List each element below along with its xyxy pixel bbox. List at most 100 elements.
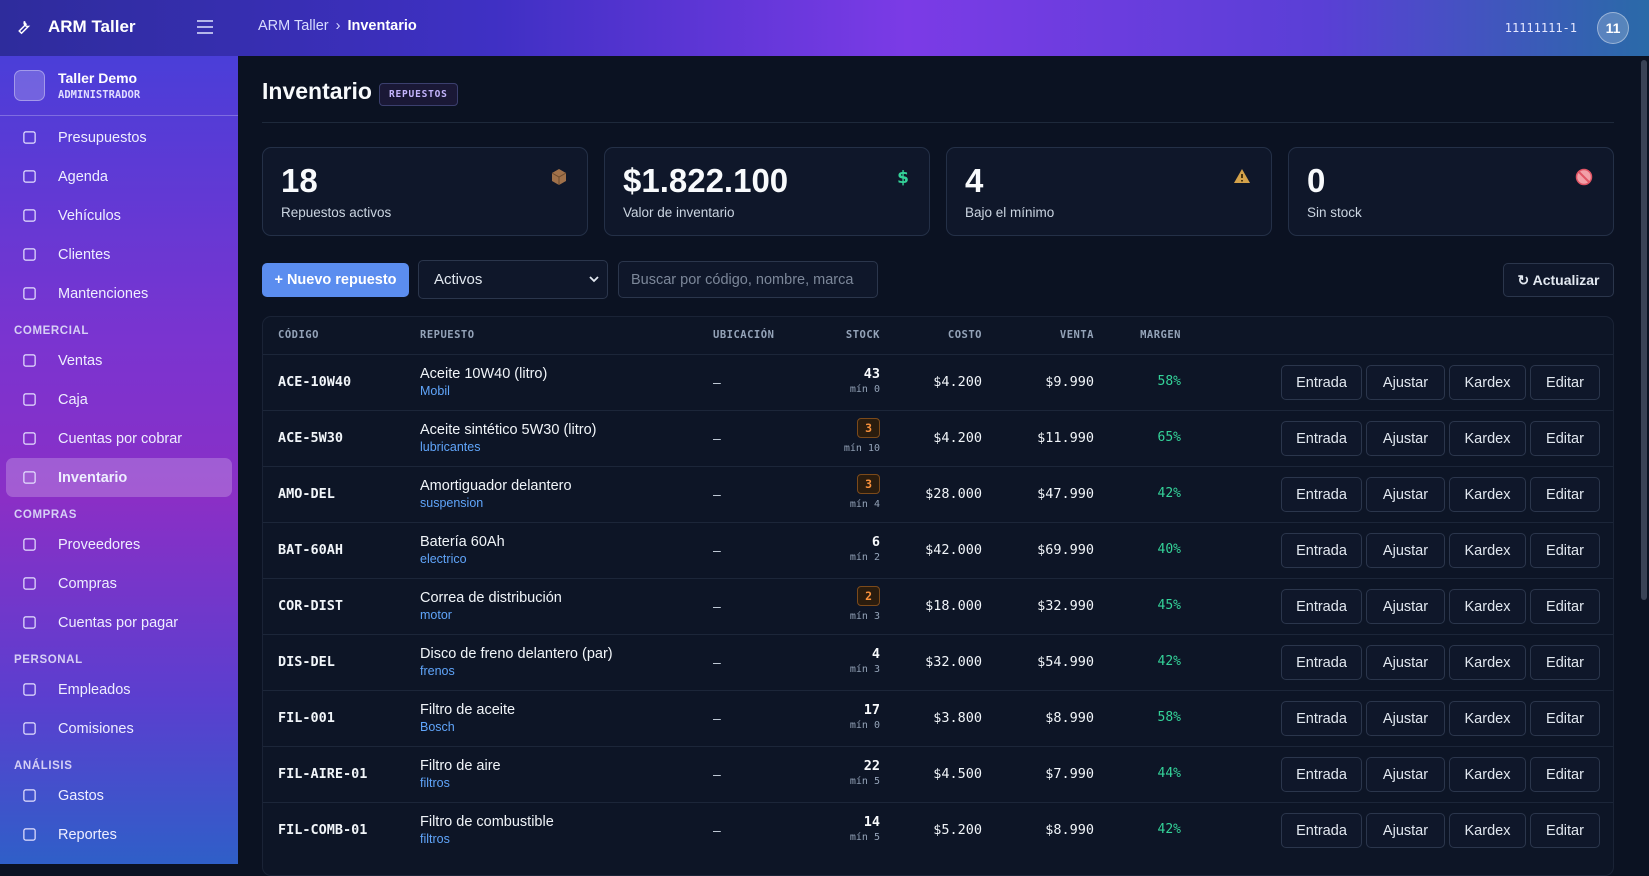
action-button[interactable]: Editar xyxy=(1530,701,1600,736)
action-button[interactable]: Editar xyxy=(1530,645,1600,680)
cost: $5.200 xyxy=(933,822,982,838)
menu-item[interactable]: Mantenciones xyxy=(6,274,232,313)
breadcrumb-link[interactable]: ARM Taller xyxy=(258,18,329,34)
part-code: FIL-001 xyxy=(278,710,335,726)
action-button[interactable]: Kardex xyxy=(1449,365,1526,400)
part-location: – xyxy=(713,542,721,558)
action-button[interactable]: Entrada xyxy=(1281,813,1362,848)
action-button[interactable]: Ajustar xyxy=(1366,365,1445,400)
action-button[interactable]: Entrada xyxy=(1281,701,1362,736)
margin: 58% xyxy=(1157,374,1181,389)
action-button[interactable]: Kardex xyxy=(1449,477,1526,512)
action-button[interactable]: Kardex xyxy=(1449,533,1526,568)
action-button[interactable]: Kardex xyxy=(1449,589,1526,624)
stat-card: 0 Sin stock xyxy=(1288,147,1614,236)
action-button[interactable]: Entrada xyxy=(1281,757,1362,792)
menu-icon xyxy=(23,209,36,222)
action-button[interactable]: Kardex xyxy=(1449,813,1526,848)
stock-min: mín 10 xyxy=(843,443,880,454)
action-button[interactable]: Entrada xyxy=(1281,589,1362,624)
part-location: – xyxy=(713,654,721,670)
menu-item[interactable]: Inventario xyxy=(6,458,232,497)
action-button[interactable]: Kardex xyxy=(1449,701,1526,736)
action-button[interactable]: Editar xyxy=(1530,365,1600,400)
action-button[interactable]: Entrada xyxy=(1281,365,1362,400)
margin: 40% xyxy=(1157,542,1181,557)
menu-label: Vehículos xyxy=(58,207,121,224)
menu-item[interactable]: Vehículos xyxy=(6,196,232,235)
action-button[interactable]: Entrada xyxy=(1281,533,1362,568)
breadcrumb-current: Inventario xyxy=(347,18,417,34)
search-input[interactable]: Buscar por código, nombre, marca xyxy=(618,261,878,298)
table-header: CÓDIGO REPUESTO UBICACIÓN STOCK COSTO VENTA MA… xyxy=(263,317,1613,354)
action-button[interactable]: Entrada xyxy=(1281,645,1362,680)
price: $11.990 xyxy=(1037,430,1094,446)
cost: $4.200 xyxy=(933,430,982,446)
menu-item[interactable]: Cuentas por pagar xyxy=(6,603,232,642)
menu-item[interactable]: Reportes xyxy=(6,815,232,854)
margin: 42% xyxy=(1157,486,1181,501)
part-location: – xyxy=(713,598,721,614)
part-brand: frenos xyxy=(420,664,455,678)
menu-item[interactable]: Empleados xyxy=(6,670,232,709)
menu-item[interactable]: Agenda xyxy=(6,157,232,196)
part-brand: filtros xyxy=(420,776,450,790)
action-button[interactable]: Entrada xyxy=(1281,477,1362,512)
stock-min: mín 4 xyxy=(849,499,880,510)
action-button[interactable]: Entrada xyxy=(1281,421,1362,456)
menu-item[interactable]: Compras xyxy=(6,564,232,603)
refresh-button[interactable]: ↻ Actualizar xyxy=(1503,263,1614,297)
menu-item[interactable]: Ventas xyxy=(6,341,232,380)
action-button[interactable]: Editar xyxy=(1530,589,1600,624)
action-button[interactable]: Editar xyxy=(1530,477,1600,512)
menu-icon xyxy=(23,538,36,551)
menu-toggle[interactable] xyxy=(197,20,213,34)
action-button[interactable]: Kardex xyxy=(1449,757,1526,792)
cost: $42.000 xyxy=(925,542,982,558)
menu-label: Inventario xyxy=(58,469,128,486)
menu-item[interactable]: Cuentas por cobrar xyxy=(6,419,232,458)
menu-item[interactable]: Caja xyxy=(6,380,232,419)
action-button[interactable]: Ajustar xyxy=(1366,813,1445,848)
filter-select[interactable]: Activos xyxy=(418,260,608,299)
section-header: COMERCIAL xyxy=(14,325,90,337)
menu-label: Clientes xyxy=(58,246,111,263)
breadcrumb: ARM Taller › Inventario xyxy=(258,18,417,34)
action-button[interactable]: Ajustar xyxy=(1366,477,1445,512)
part-name: Aceite 10W40 (litro) xyxy=(420,366,548,382)
action-button[interactable]: Kardex xyxy=(1449,645,1526,680)
menu-label: Cuentas por cobrar xyxy=(58,430,183,447)
table-row: AMO-DEL Amortiguador delantero suspension –… xyxy=(263,466,1613,522)
action-button[interactable]: Ajustar xyxy=(1366,421,1445,456)
part-name: Filtro de combustible xyxy=(420,814,554,830)
menu-item[interactable]: Proveedores xyxy=(6,525,232,564)
top-bar: ARM Taller ARM Taller › Inventario 1111111… xyxy=(0,0,1649,56)
menu-item[interactable]: Comisiones xyxy=(6,709,232,748)
stock-min: mín 3 xyxy=(849,664,880,675)
action-button[interactable]: Editar xyxy=(1530,421,1600,456)
price: $69.990 xyxy=(1037,542,1094,558)
avatar[interactable]: 11 xyxy=(1597,12,1629,44)
action-button[interactable]: Ajustar xyxy=(1366,701,1445,736)
action-button[interactable]: Ajustar xyxy=(1366,533,1445,568)
action-button[interactable]: Ajustar xyxy=(1366,589,1445,624)
menu-item[interactable]: Gastos xyxy=(6,776,232,815)
action-button[interactable]: Editar xyxy=(1530,813,1600,848)
menu-icon xyxy=(23,789,36,802)
action-button[interactable]: Editar xyxy=(1530,533,1600,568)
action-button[interactable]: Editar xyxy=(1530,757,1600,792)
new-button[interactable]: + Nuevo repuesto xyxy=(262,263,409,297)
part-brand: lubricantes xyxy=(420,440,481,454)
action-button[interactable]: Kardex xyxy=(1449,421,1526,456)
section-header: COMPRAS xyxy=(14,509,77,521)
menu-item[interactable]: Clientes xyxy=(6,235,232,274)
menu-icon xyxy=(23,828,36,841)
part-name: Aceite sintético 5W30 (litro) xyxy=(420,422,597,438)
menu-icon xyxy=(23,471,36,484)
column-header: UBICACIÓN xyxy=(713,329,775,341)
menu-item[interactable]: Presupuestos xyxy=(6,118,232,157)
section-header: ANÁLISIS xyxy=(14,760,73,772)
action-button[interactable]: Ajustar xyxy=(1366,645,1445,680)
stock: 2 xyxy=(857,586,880,606)
action-button[interactable]: Ajustar xyxy=(1366,757,1445,792)
